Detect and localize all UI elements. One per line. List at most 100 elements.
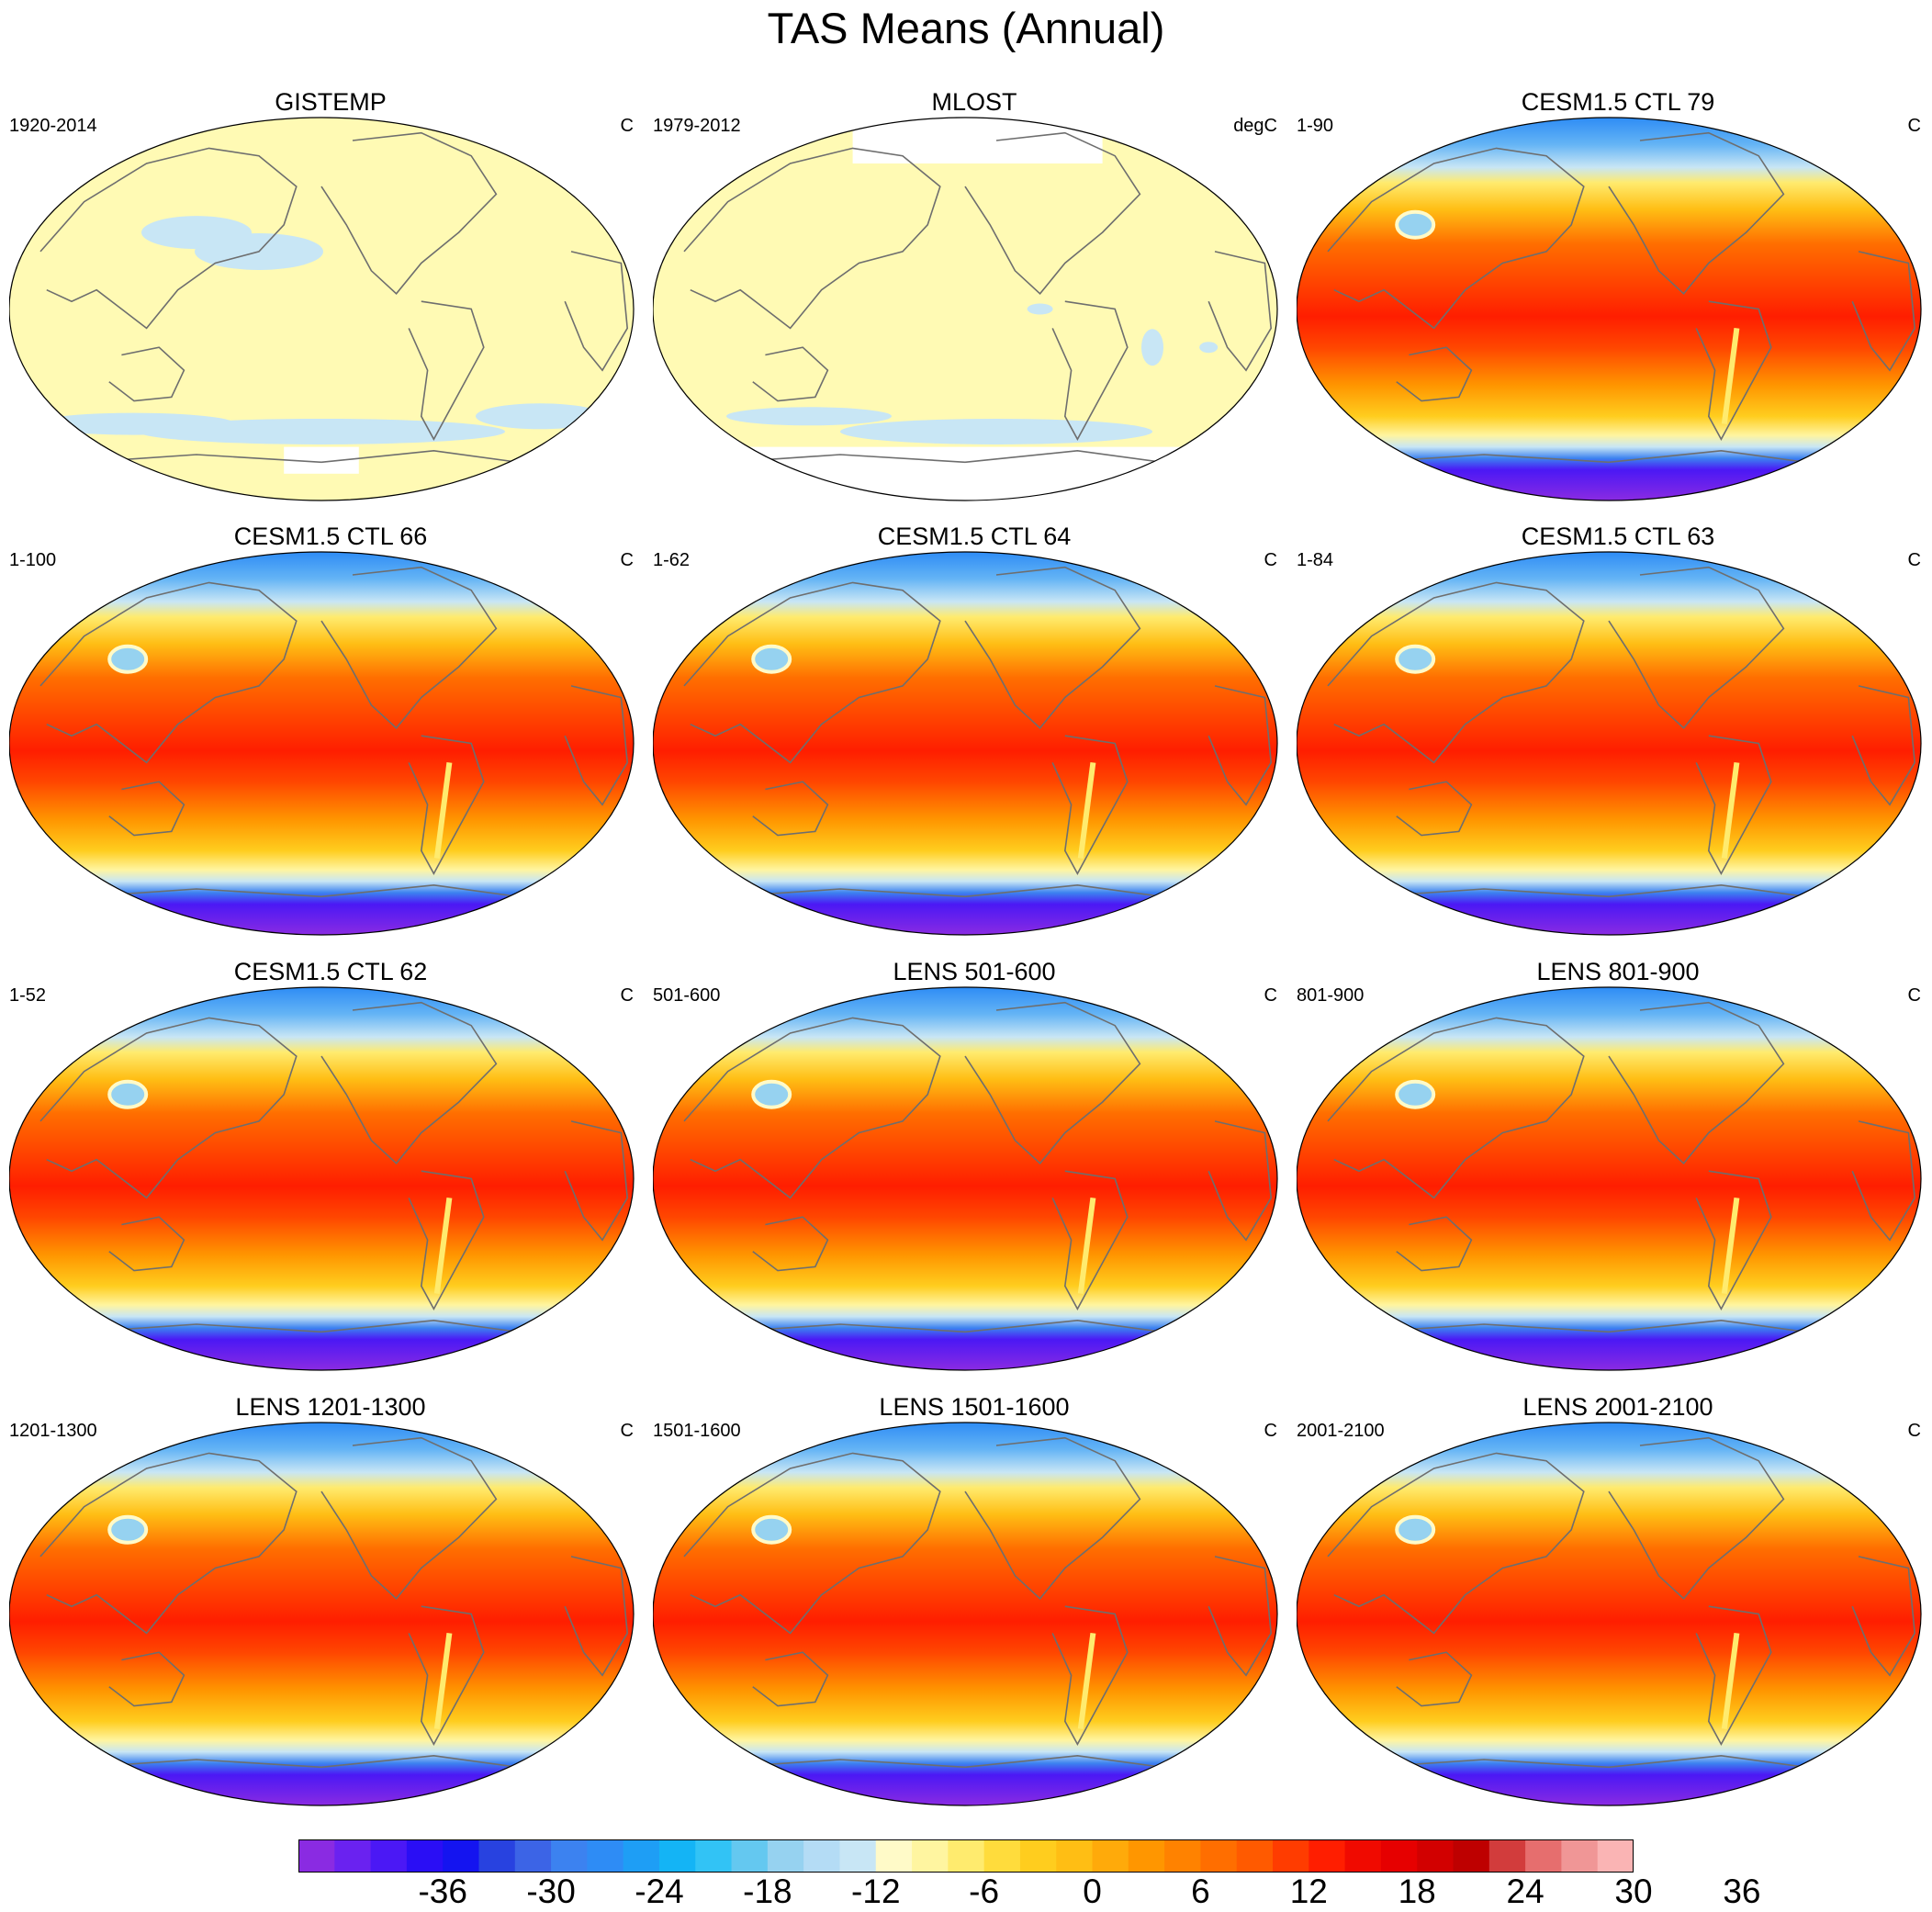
coastline xyxy=(1396,1651,1473,1707)
coastline xyxy=(1695,1170,1772,1310)
coastline xyxy=(1396,346,1473,402)
map-boundary xyxy=(9,1422,635,1806)
coastline xyxy=(727,1754,1190,1772)
coastline xyxy=(683,581,941,764)
coastline xyxy=(1851,1120,1916,1242)
panel-units: C xyxy=(1264,1421,1277,1441)
coastline xyxy=(964,131,1141,295)
colorbar-swatch xyxy=(658,1839,696,1873)
temperature-field xyxy=(653,552,1277,935)
andes-band xyxy=(1077,1632,1096,1729)
panel-title: LENS 801-900 xyxy=(1536,958,1700,985)
andes-band xyxy=(433,1197,453,1294)
andes-band xyxy=(1077,1197,1096,1294)
andes-band xyxy=(1721,327,1740,424)
coastline xyxy=(1851,251,1916,372)
map-boundary xyxy=(9,551,635,936)
panel-period: 1979-2012 xyxy=(653,116,741,136)
colorbar-swatch xyxy=(1488,1839,1526,1873)
panel-period: 1-100 xyxy=(9,550,57,570)
panel-units: C xyxy=(620,985,634,1006)
coastline xyxy=(752,1651,829,1707)
coastline xyxy=(1608,131,1785,295)
colorbar-tick-label: 6 xyxy=(1191,1873,1210,1910)
colorbar-tick-label: 24 xyxy=(1506,1873,1544,1910)
colorbar-swatch xyxy=(731,1839,769,1873)
map-boundary xyxy=(653,551,1278,936)
coastline xyxy=(1208,251,1273,372)
world-map xyxy=(9,986,635,1371)
coastline xyxy=(39,581,298,764)
coastline xyxy=(1208,1120,1273,1242)
coastline xyxy=(408,1170,485,1310)
colorbar-tick-label: -36 xyxy=(418,1873,467,1910)
panel-title: CESM1.5 CTL 79 xyxy=(1521,88,1715,116)
colorbar-swatch xyxy=(1417,1839,1455,1873)
map-panel: LENS 2001-2100 2001-2100 C xyxy=(1297,1392,1932,1828)
cold-spot xyxy=(107,1079,149,1109)
colorbar-swatch xyxy=(370,1839,408,1873)
cool-anomaly-region xyxy=(476,403,604,430)
coastline xyxy=(1327,1017,1585,1199)
map-boundary xyxy=(1297,1422,1922,1806)
colorbar-swatch xyxy=(334,1839,372,1873)
map-boundary xyxy=(653,1422,1278,1806)
world-map xyxy=(1297,1422,1922,1806)
colorbar-tick-label: 18 xyxy=(1398,1873,1436,1910)
world-map xyxy=(1297,551,1922,936)
colorbar-swatch xyxy=(551,1839,588,1873)
map-panel: LENS 801-900 801-900 C xyxy=(1297,957,1932,1393)
cool-anomaly-region xyxy=(1027,303,1053,315)
coastline xyxy=(1608,566,1785,729)
missing-data-region xyxy=(852,118,1103,164)
coastline xyxy=(752,346,829,402)
coastline xyxy=(727,1319,1190,1337)
colorbar-swatch xyxy=(1344,1839,1382,1873)
temperature-field xyxy=(1297,552,1921,935)
colorbar-swatch xyxy=(1309,1839,1346,1873)
map-boundary xyxy=(1297,986,1922,1371)
coastline xyxy=(683,147,941,330)
panel-units: C xyxy=(1907,1421,1921,1441)
coastline xyxy=(1371,449,1834,467)
map-boundary xyxy=(653,117,1278,501)
coastline xyxy=(1371,883,1834,902)
panel-units: C xyxy=(1907,550,1921,570)
colorbar-swatch xyxy=(875,1839,913,1873)
colorbar-tick-label: 36 xyxy=(1723,1873,1761,1910)
coastline xyxy=(84,1319,546,1337)
map-panel: MLOST 1979-2012 degC xyxy=(653,87,1296,523)
panel-period: 1-84 xyxy=(1297,550,1334,570)
colorbar-swatch xyxy=(1273,1839,1309,1873)
colorbar-swatch xyxy=(1597,1839,1634,1873)
andes-band xyxy=(1721,761,1740,859)
coastline xyxy=(564,1556,629,1677)
colorbar-swatch xyxy=(406,1839,444,1873)
panel-title: LENS 1501-1600 xyxy=(879,1393,1070,1421)
colorbar-swatch xyxy=(1236,1839,1274,1873)
world-map xyxy=(653,986,1278,1371)
colorbar-tick-label: -12 xyxy=(851,1873,901,1910)
panel-units: C xyxy=(620,116,634,136)
panel-period: 1-62 xyxy=(653,550,691,570)
temperature-field xyxy=(9,987,634,1370)
coastline xyxy=(564,1120,629,1242)
coastline xyxy=(84,1754,546,1772)
world-map xyxy=(9,551,635,936)
temperature-field xyxy=(1297,1423,1921,1805)
coastline xyxy=(1695,735,1772,875)
world-map xyxy=(653,1422,1278,1806)
colorbar-swatch xyxy=(1092,1839,1129,1873)
panel-units: degC xyxy=(1233,116,1277,136)
colorbar-swatch xyxy=(298,1839,335,1873)
coastline xyxy=(752,1216,829,1272)
panel-title: LENS 2001-2100 xyxy=(1522,1393,1713,1421)
coastline xyxy=(1208,685,1273,806)
coastline xyxy=(564,685,629,806)
colorbar-swatch xyxy=(478,1839,516,1873)
andes-band xyxy=(433,1632,453,1729)
cool-anomaly-region xyxy=(840,418,1152,444)
cold-spot xyxy=(107,1514,149,1545)
coastline xyxy=(1608,1001,1785,1164)
coastline xyxy=(39,1017,298,1199)
